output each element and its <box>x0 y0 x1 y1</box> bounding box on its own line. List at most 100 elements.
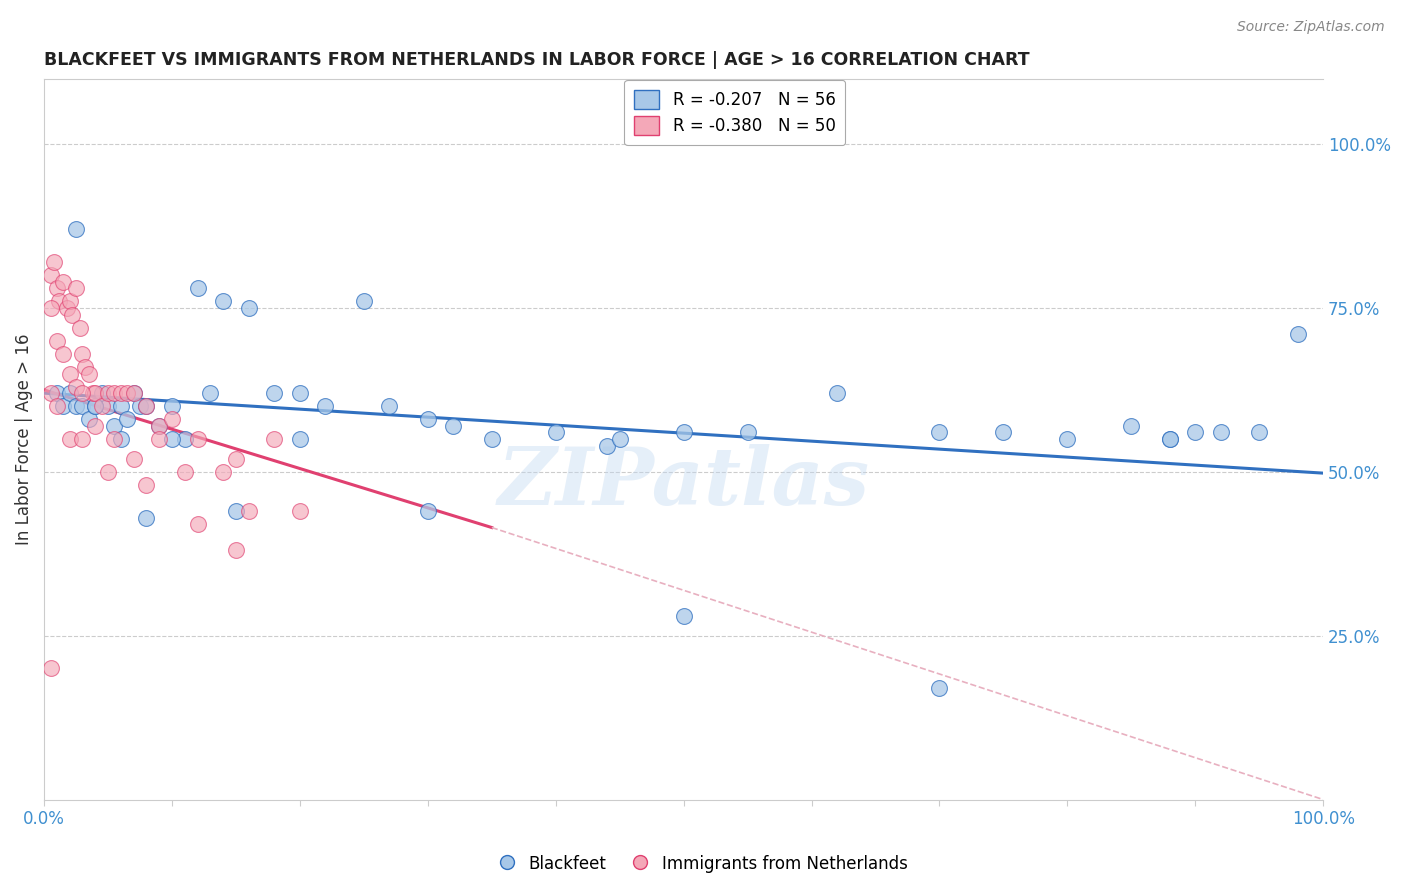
Point <box>39 301 62 315</box>
Point <box>160 432 183 446</box>
Point <box>90 386 112 401</box>
Point <box>84 386 107 401</box>
Point <box>103 386 125 401</box>
Point <box>288 504 311 518</box>
Point <box>69 320 91 334</box>
Point <box>117 412 139 426</box>
Point <box>97 399 120 413</box>
Point <box>1159 432 1181 446</box>
Point <box>45 386 67 401</box>
Point <box>84 399 107 413</box>
Point <box>72 386 94 401</box>
Point <box>45 334 67 348</box>
Point <box>353 294 375 309</box>
Point <box>672 609 695 624</box>
Point <box>52 275 75 289</box>
Point <box>135 399 157 413</box>
Point <box>52 347 75 361</box>
Point <box>225 543 247 558</box>
Point <box>1121 419 1143 434</box>
Point <box>52 399 75 413</box>
Point <box>129 399 152 413</box>
Point <box>73 359 96 374</box>
Point <box>187 517 209 532</box>
Text: Source: ZipAtlas.com: Source: ZipAtlas.com <box>1237 20 1385 34</box>
Point <box>84 419 107 434</box>
Point <box>1249 425 1271 440</box>
Point <box>212 465 235 479</box>
Point <box>1159 432 1181 446</box>
Point <box>737 425 759 440</box>
Point <box>72 347 94 361</box>
Point <box>148 419 170 434</box>
Point <box>173 432 195 446</box>
Point <box>84 399 107 413</box>
Point <box>44 255 66 269</box>
Point <box>39 386 62 401</box>
Point <box>103 419 125 434</box>
Point <box>97 465 120 479</box>
Point <box>315 399 337 413</box>
Point <box>225 451 247 466</box>
Point <box>187 281 209 295</box>
Point <box>225 504 247 518</box>
Legend: Blackfeet, Immigrants from Netherlands: Blackfeet, Immigrants from Netherlands <box>492 848 914 880</box>
Point <box>609 432 631 446</box>
Y-axis label: In Labor Force | Age > 16: In Labor Force | Age > 16 <box>15 334 32 545</box>
Point <box>263 386 285 401</box>
Point <box>672 425 695 440</box>
Point <box>65 281 87 295</box>
Point <box>263 432 285 446</box>
Point <box>148 419 170 434</box>
Point <box>110 399 132 413</box>
Point <box>65 399 87 413</box>
Point <box>45 281 67 295</box>
Point <box>48 294 70 309</box>
Point <box>1209 425 1232 440</box>
Legend: R = -0.207   N = 56, R = -0.380   N = 50: R = -0.207 N = 56, R = -0.380 N = 50 <box>624 79 845 145</box>
Point <box>59 386 82 401</box>
Point <box>238 301 260 315</box>
Point <box>110 386 132 401</box>
Point <box>65 222 87 236</box>
Point <box>59 367 82 381</box>
Point <box>135 478 157 492</box>
Point <box>60 308 83 322</box>
Point <box>238 504 260 518</box>
Point <box>378 399 401 413</box>
Point <box>288 386 311 401</box>
Point <box>1056 432 1078 446</box>
Point <box>187 432 209 446</box>
Point <box>122 451 145 466</box>
Point <box>135 399 157 413</box>
Point <box>481 432 503 446</box>
Point <box>544 425 567 440</box>
Point <box>825 386 848 401</box>
Point <box>39 661 62 675</box>
Point <box>160 399 183 413</box>
Point <box>1286 327 1309 342</box>
Point <box>90 399 112 413</box>
Point <box>77 412 100 426</box>
Point <box>110 432 132 446</box>
Point <box>212 294 235 309</box>
Point <box>993 425 1015 440</box>
Point <box>72 399 94 413</box>
Point <box>122 386 145 401</box>
Point <box>928 681 950 695</box>
Point <box>59 432 82 446</box>
Point <box>928 425 950 440</box>
Point <box>97 386 120 401</box>
Point <box>122 386 145 401</box>
Point <box>441 419 464 434</box>
Point <box>117 386 139 401</box>
Text: ZIPatlas: ZIPatlas <box>498 443 870 521</box>
Point <box>596 439 619 453</box>
Point <box>82 386 104 401</box>
Point <box>65 379 87 393</box>
Point <box>72 432 94 446</box>
Text: BLACKFEET VS IMMIGRANTS FROM NETHERLANDS IN LABOR FORCE | AGE > 16 CORRELATION C: BLACKFEET VS IMMIGRANTS FROM NETHERLANDS… <box>44 51 1029 69</box>
Point <box>135 510 157 524</box>
Point <box>148 432 170 446</box>
Point <box>45 399 67 413</box>
